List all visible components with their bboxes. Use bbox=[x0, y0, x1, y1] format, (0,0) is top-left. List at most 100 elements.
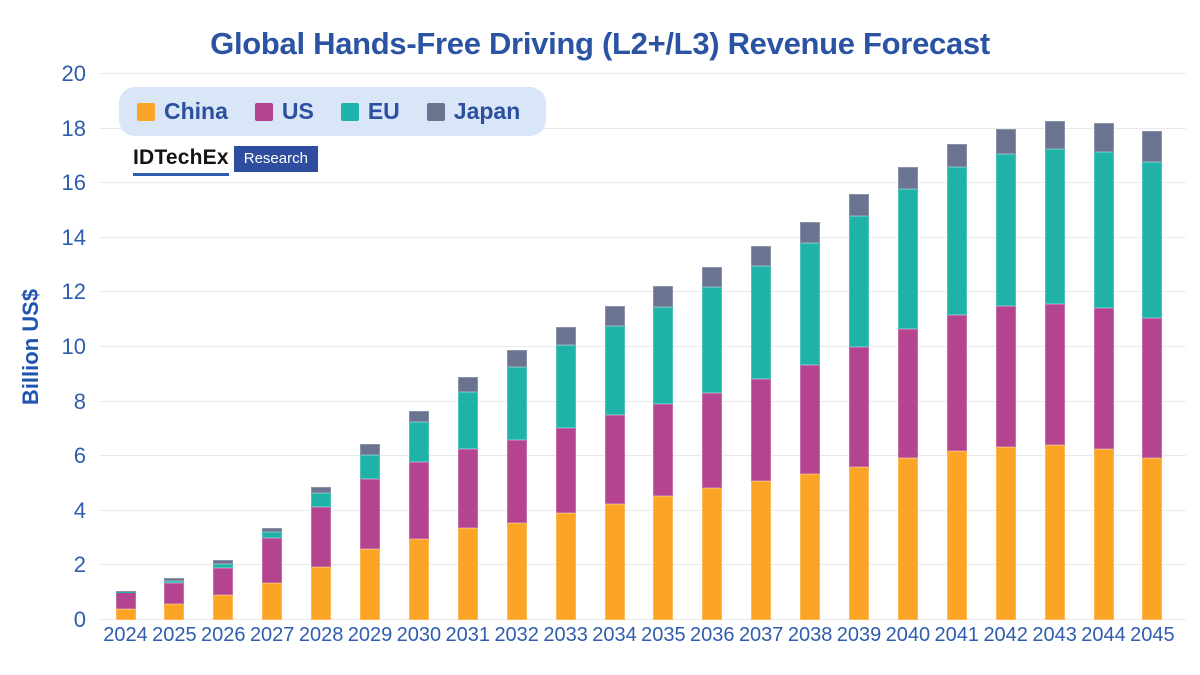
y-tick-label-16: 16 bbox=[61, 170, 86, 196]
bar-segment-china-2034 bbox=[604, 503, 625, 620]
y-tick-label-8: 8 bbox=[73, 388, 86, 414]
gridline-6 bbox=[100, 455, 1186, 457]
x-tick-label-2026: 2026 bbox=[201, 624, 246, 646]
bar-segment-japan-2030 bbox=[408, 410, 429, 423]
bar-segment-eu-2029 bbox=[360, 454, 380, 480]
x-tick-label-2030: 2030 bbox=[396, 624, 442, 646]
bar-2035 bbox=[653, 286, 674, 620]
bar-segment-us-2028 bbox=[311, 506, 332, 567]
bar-segment-us-2039 bbox=[849, 346, 869, 467]
x-tick-label-2044: 2044 bbox=[1081, 624, 1126, 646]
bar-segment-china-2041 bbox=[946, 450, 967, 620]
gridline-2 bbox=[100, 564, 1186, 566]
bar-segment-us-2030 bbox=[408, 462, 429, 540]
bar-2043 bbox=[1044, 120, 1065, 620]
bar-segment-china-2033 bbox=[555, 513, 576, 620]
bar-segment-china-2031 bbox=[457, 528, 478, 620]
bar-2044 bbox=[1093, 122, 1114, 620]
x-tick-label-2027: 2027 bbox=[249, 624, 295, 646]
bar-segment-china-2030 bbox=[408, 539, 429, 620]
legend-label-japan: Japan bbox=[453, 98, 521, 124]
bar-segment-japan-2040 bbox=[897, 166, 918, 189]
bar-2037 bbox=[751, 246, 772, 620]
bar-segment-us-2044 bbox=[1093, 307, 1114, 449]
bar-segment-china-2026 bbox=[213, 594, 234, 620]
x-tick-label-2040: 2040 bbox=[885, 624, 931, 646]
bar-2042 bbox=[995, 128, 1016, 620]
legend-item-us: US bbox=[254, 98, 314, 125]
bar-segment-eu-2025 bbox=[164, 580, 185, 584]
bar-segment-eu-2043 bbox=[1044, 148, 1065, 304]
y-tick-label-0: 0 bbox=[73, 607, 86, 632]
gridline-4 bbox=[100, 509, 1186, 511]
bar-2026 bbox=[213, 559, 234, 620]
x-axis: 2024 2025 2026 2027 2028 2029 2030 2031 2032 2033… bbox=[100, 624, 1186, 654]
x-tick-label-2029: 2029 bbox=[347, 624, 393, 646]
gridline-8 bbox=[100, 400, 1186, 402]
bar-segment-us-2036 bbox=[702, 392, 723, 489]
bar-segment-japan-2043 bbox=[1044, 120, 1065, 149]
bar-2025 bbox=[164, 578, 185, 620]
bar-segment-china-2037 bbox=[751, 481, 772, 620]
bar-segment-us-2034 bbox=[604, 415, 625, 504]
gridline-16 bbox=[100, 182, 1186, 184]
x-tick-label-2039: 2039 bbox=[836, 624, 882, 646]
bar-segment-japan-2029 bbox=[360, 444, 380, 455]
x-tick-label-2035: 2035 bbox=[641, 624, 686, 646]
bar-segment-us-2031 bbox=[457, 448, 478, 529]
bar-2029 bbox=[360, 444, 380, 620]
bar-segment-japan-2037 bbox=[751, 246, 772, 266]
y-tick-label-4: 4 bbox=[73, 497, 86, 523]
bar-2041 bbox=[946, 144, 967, 620]
bar-2039 bbox=[849, 193, 869, 620]
bar-segment-eu-2037 bbox=[751, 265, 772, 380]
bar-segment-us-2042 bbox=[995, 306, 1016, 448]
idtechex-research-badge: Research bbox=[233, 146, 318, 172]
y-tick-label-6: 6 bbox=[73, 443, 86, 469]
bar-segment-eu-2033 bbox=[555, 345, 576, 428]
bar-segment-japan-2036 bbox=[702, 266, 723, 288]
legend-label-eu: EU bbox=[367, 98, 400, 124]
chart-title: Global Hands-Free Driving (L2+/L3) Reven… bbox=[210, 26, 990, 61]
bar-segment-japan-2033 bbox=[555, 326, 576, 346]
bar-segment-japan-2041 bbox=[946, 144, 967, 167]
bar-2030 bbox=[408, 410, 429, 620]
bar-segment-us-2037 bbox=[751, 379, 772, 482]
idtechex-brand-text: IDTechEx bbox=[133, 146, 229, 176]
bar-segment-japan-2034 bbox=[604, 305, 625, 326]
bar-segment-china-2038 bbox=[800, 474, 821, 620]
x-tick-label-2025: 2025 bbox=[152, 624, 197, 646]
eu-swatch-icon bbox=[340, 102, 359, 121]
bar-segment-eu-2030 bbox=[408, 422, 429, 463]
bar-segment-us-2025 bbox=[164, 583, 185, 605]
y-axis: 0 2 4 6 8 10 12 14 16 18 20 bbox=[0, 62, 86, 632]
legend-item-eu: EU bbox=[340, 98, 400, 125]
x-tick-label-2034: 2034 bbox=[592, 624, 637, 646]
bar-segment-china-2027 bbox=[262, 582, 283, 620]
gridline-14 bbox=[100, 236, 1186, 238]
bar-segment-china-2035 bbox=[653, 495, 674, 620]
bar-segment-japan-2035 bbox=[653, 286, 674, 307]
us-swatch-icon bbox=[254, 102, 273, 121]
bar-2028 bbox=[311, 486, 332, 620]
bar-2040 bbox=[897, 166, 918, 620]
bar-segment-eu-2031 bbox=[457, 392, 478, 449]
bar-segment-us-2027 bbox=[262, 538, 283, 583]
bar-2027 bbox=[262, 527, 283, 620]
bar-segment-eu-2026 bbox=[213, 564, 234, 568]
gridline-10 bbox=[100, 346, 1186, 347]
x-tick-label-2028: 2028 bbox=[298, 624, 344, 646]
y-tick-label-20: 20 bbox=[61, 61, 86, 86]
legend: China US EU Japan bbox=[119, 87, 547, 136]
x-tick-label-2042: 2042 bbox=[983, 624, 1028, 646]
x-tick-label-2032: 2032 bbox=[494, 624, 539, 646]
bar-segment-japan-2031 bbox=[457, 377, 478, 393]
gridline-18 bbox=[100, 127, 1186, 129]
bar-segment-us-2026 bbox=[213, 567, 234, 595]
china-swatch-icon bbox=[137, 102, 155, 121]
legend-item-japan: Japan bbox=[426, 98, 521, 125]
bar-segment-us-2024 bbox=[115, 592, 136, 610]
idtechex-logo: IDTechEx Research bbox=[133, 146, 318, 176]
x-tick-label-2031: 2031 bbox=[445, 624, 491, 646]
